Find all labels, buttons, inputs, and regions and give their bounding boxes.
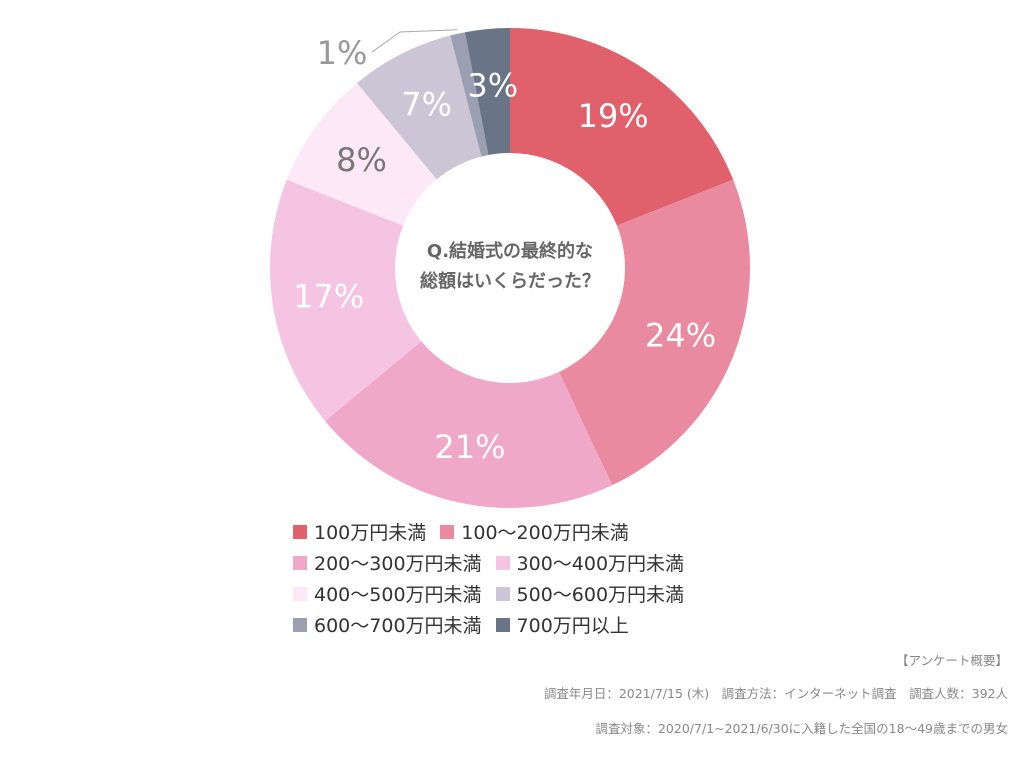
legend-item: 400〜500万円未満 (293, 580, 482, 607)
survey-details: 調査年月日：2021/7/15 (木) 調査方法：インターネット調査 調査人数：… (543, 686, 1008, 701)
slice-label: 7% (401, 86, 452, 124)
legend-swatch (293, 617, 307, 632)
slice-label: 1% (317, 34, 368, 72)
legend-item: 200〜300万円未満 (293, 549, 482, 576)
pie-slice (558, 179, 750, 486)
legend-swatch (293, 524, 307, 539)
slice-label: 21% (434, 428, 505, 466)
legend-label: 700万円以上 (516, 615, 629, 637)
legend-item: 700万円以上 (495, 611, 629, 638)
legend-item: 100〜200万円未満 (440, 518, 629, 545)
chart-slice-labels: 19% 24% 21% 17% 8% 7% 1% 3% (293, 29, 716, 466)
pie-slice (270, 179, 422, 421)
legend-swatch (293, 555, 307, 570)
legend-label: 600〜700万円未満 (314, 615, 482, 637)
slice-label: 3% (467, 66, 518, 104)
legend-item: 500〜600万円未満 (495, 580, 685, 607)
pie-slice (465, 28, 510, 156)
slice-label: 8% (336, 141, 387, 179)
chart-slices (270, 28, 750, 508)
legend-label: 100〜200万円未満 (461, 522, 629, 544)
legend-label: 200〜300万円未満 (314, 553, 482, 575)
survey-title: 【アンケート概要】 (895, 653, 1008, 668)
legend-row: 100万円未満 100〜200万円未満 (293, 516, 733, 547)
legend-row: 400〜500万円未満 500〜600万円未満 (293, 578, 733, 609)
legend-swatch (495, 586, 510, 601)
legend-swatch (495, 617, 510, 632)
chart-title-line1: Q.結婚式の最終的な (427, 240, 593, 262)
legend-label: 300〜400万円未満 (516, 553, 685, 575)
legend-swatch (440, 524, 455, 539)
pie-slice (325, 341, 613, 508)
legend-item: 300〜400万円未満 (495, 549, 685, 576)
pie-slice (510, 28, 734, 226)
slice-leader-line (371, 29, 458, 53)
pie-slice (450, 32, 489, 157)
legend-label: 400〜500万円未満 (314, 584, 482, 606)
slice-label: 24% (645, 317, 716, 355)
legend-row: 200〜300万円未満 300〜400万円未満 (293, 547, 733, 578)
pie-slice (357, 35, 482, 180)
legend-label: 100万円未満 (314, 522, 427, 544)
legend-label: 500〜600万円未満 (516, 584, 685, 606)
slice-label: 17% (293, 278, 364, 316)
legend-row: 600〜700万円未満 700万円以上 (293, 609, 733, 640)
legend-swatch (293, 586, 307, 601)
legend-item: 600〜700万円未満 (293, 611, 482, 638)
legend-item: 100万円未満 (293, 518, 426, 545)
chart-title-line2: 総額はいくらだった？ (420, 270, 600, 292)
legend-swatch (495, 555, 510, 570)
slice-label: 19% (578, 97, 649, 135)
chart-legend: 100万円未満 100〜200万円未満 200〜300万円未満 300〜400万… (293, 516, 733, 640)
donut-chart: 19% 24% 21% 17% 8% 7% 1% 3% Q.結婚式の最終的な 総額はいくらだっ… (270, 28, 750, 508)
survey-target: 調査対象：2020/7/1~2021/6/30に入籍した全国の18〜49歳までの… (595, 721, 1008, 736)
pie-slice (286, 83, 437, 226)
